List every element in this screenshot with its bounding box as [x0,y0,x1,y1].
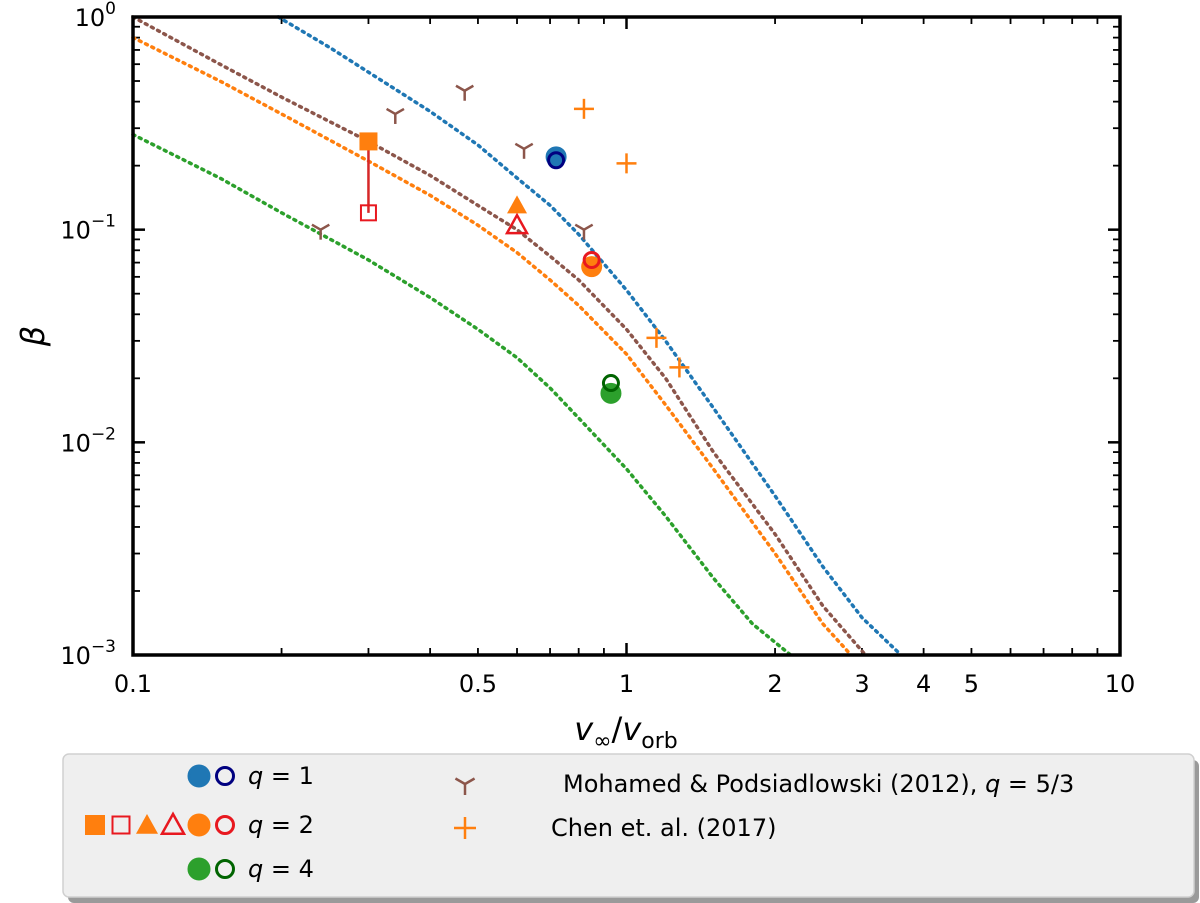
marker-circle [547,151,566,170]
model-curve [276,15,903,657]
marker-circle [215,766,235,786]
x-tick-label: 4 [916,670,931,698]
x-tick-labels: 0.1 0.5 1 2 3 4 5 10 [114,670,1135,698]
marker-circle [187,857,211,881]
x-tick-label: 10 [1105,670,1136,698]
x-tick-label: 3 [854,670,869,698]
marker-tri-down [311,223,330,240]
marker-plus [616,153,637,174]
marker-circle [545,146,567,168]
x-tick-label: 1 [619,670,634,698]
plot-frame [131,15,1122,657]
plot-area [133,17,1120,655]
marker-tri-down [385,107,405,124]
marker-triangle [507,195,528,214]
marker-triangle [504,212,530,235]
x-tick-label: 5 [964,670,979,698]
marker-circle [215,859,235,879]
y-tick-labels: 10−3 10−2 10−1 100 [60,0,116,670]
legend-label: q = 1 [248,762,314,790]
legend: q = 1 q = 2 q = 4 Mohamed & Podsiadlowski (… [85,762,1074,883]
y-tick-label: 10−3 [60,637,116,670]
x-tick-label: 0.1 [114,670,152,698]
y-tick-label: 100 [75,0,116,32]
marker-tri-down [455,84,475,101]
model-curve [131,35,853,657]
marker-plus [573,98,594,119]
marker-circle [601,374,620,393]
x-tick-label: 2 [767,670,782,698]
marker-tri-down [574,223,594,240]
marker-plus [454,817,476,839]
model-curve [131,132,793,657]
model-curves [131,15,903,657]
y-tick-label: 10−2 [60,424,116,457]
marker-circle [187,764,211,788]
marker-square [85,815,105,835]
x-tick-label: 0.5 [459,670,497,698]
legend-box [62,753,1195,898]
marker-circle [582,251,601,270]
model-curve [131,15,868,657]
legend-label: q = 4 [248,855,314,883]
data-points [311,84,690,404]
legend-label: Mohamed & Podsiadlowski (2012), q = 5/3 [563,770,1074,798]
marker-tri-down [514,142,534,159]
marker-circle [215,815,235,835]
marker-square [111,815,131,835]
y-axis-title: β [14,326,52,347]
marker-square [359,132,378,151]
marker-triangle [159,811,187,836]
marker-tri-down [454,777,476,795]
legend-label: q = 2 [248,811,314,839]
legend-label: Chen et. al. (2017) [551,814,776,842]
x-axis-title: v∞/vorb [574,710,677,754]
marker-plus [669,357,690,378]
marker-square [359,204,377,222]
y-tick-label: 10−1 [60,212,116,245]
marker-circle [187,813,211,837]
marker-plus [646,327,667,348]
marker-triangle [136,814,158,834]
